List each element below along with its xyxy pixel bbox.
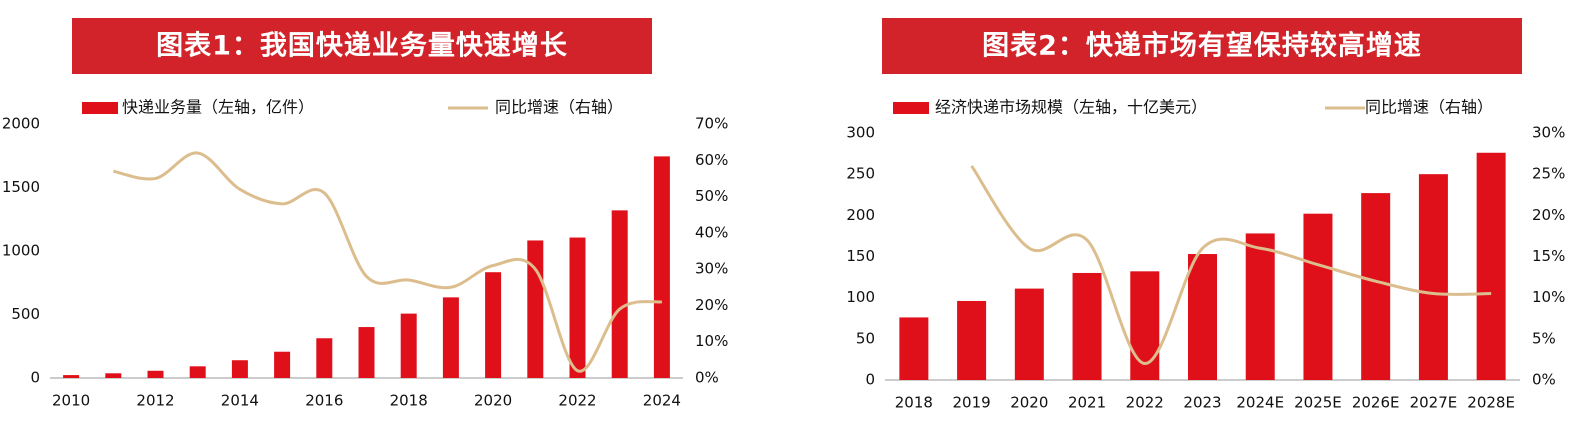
x-tick-label: 2024E (1236, 394, 1284, 412)
y-tick-label: 100 (846, 288, 875, 306)
y2-tick-label: 25% (1532, 165, 1565, 183)
y-tick-label: 0 (865, 371, 875, 389)
bar (1361, 193, 1391, 380)
y2-tick-label: 20% (695, 296, 728, 314)
y-tick-label: 150 (846, 247, 875, 265)
x-tick-label: 2020 (474, 392, 512, 410)
x-tick-label: 2010 (52, 392, 90, 410)
bar (1476, 152, 1506, 380)
y2-tick-label: 0% (1532, 371, 1556, 389)
x-tick-label: 2020 (1010, 394, 1048, 412)
bar (274, 351, 291, 378)
y2-tick-label: 30% (695, 260, 728, 278)
bar (1303, 213, 1333, 380)
y-tick-label: 1500 (2, 178, 40, 196)
title-banner (882, 18, 1522, 74)
y2-tick-label: 40% (695, 223, 728, 241)
line-series (970, 165, 1492, 366)
bar (105, 373, 122, 378)
bar (611, 210, 628, 378)
y-tick-label: 250 (846, 165, 875, 183)
x-tick-label: 2019 (952, 394, 990, 412)
x-tick-label: 2018 (390, 392, 428, 410)
x-tick-label: 2012 (136, 392, 174, 410)
x-tick-label: 2024 (643, 392, 681, 410)
legend-label: 经济快递市场规模（左轴，十亿美元） (935, 98, 1207, 117)
legend-swatch (82, 102, 118, 114)
legend-label: 同比增速（右轴） (495, 98, 623, 117)
y-tick-label: 500 (11, 305, 40, 323)
x-tick-label: 2026E (1352, 394, 1400, 412)
bar (569, 237, 586, 378)
y-tick-label: 2000 (2, 115, 40, 133)
bar (231, 360, 248, 378)
bar (653, 156, 670, 378)
x-tick-label: 2014 (221, 392, 259, 410)
chart-title: 图表1：我国快递业务量快速增长 (156, 30, 568, 62)
bar (442, 297, 459, 378)
y-tick-label: 300 (846, 124, 875, 142)
bar (358, 327, 375, 378)
y2-tick-label: 0% (695, 369, 719, 387)
x-tick-label: 2028E (1467, 394, 1515, 412)
bar (899, 317, 929, 380)
y-tick-label: 50 (856, 329, 875, 347)
y2-tick-label: 10% (695, 332, 728, 350)
bar (957, 300, 987, 380)
bar (485, 272, 502, 378)
bar (1418, 174, 1448, 380)
x-tick-label: 2023 (1183, 394, 1221, 412)
bar (189, 366, 206, 378)
legend-swatch (893, 102, 929, 114)
bar (147, 370, 164, 378)
y2-tick-label: 10% (1532, 288, 1565, 306)
chart-title: 图表2：快递市场有望保持较高增速 (982, 30, 1422, 62)
x-tick-label: 2022 (1126, 394, 1164, 412)
y2-tick-label: 5% (1532, 329, 1556, 347)
legend-label: 同比增速（右轴） (1365, 98, 1493, 117)
bar (1014, 288, 1044, 380)
x-tick-label: 2027E (1410, 394, 1458, 412)
y-tick-label: 0 (30, 369, 40, 387)
y2-tick-label: 60% (695, 151, 728, 169)
y2-tick-label: 50% (695, 187, 728, 205)
y2-tick-label: 15% (1532, 247, 1565, 265)
x-tick-label: 2025E (1294, 394, 1342, 412)
bar (1188, 254, 1217, 380)
y2-tick-label: 20% (1532, 206, 1565, 224)
x-tick-label: 2016 (305, 392, 343, 410)
bar (63, 375, 80, 378)
x-tick-label: 2021 (1068, 394, 1106, 412)
x-tick-label: 2022 (558, 392, 596, 410)
bar (400, 313, 417, 378)
bar (527, 240, 544, 378)
x-tick-label: 2018 (895, 394, 933, 412)
y2-tick-label: 30% (1532, 124, 1565, 142)
bar (1130, 271, 1160, 380)
y2-tick-label: 70% (695, 115, 728, 133)
bar (1072, 272, 1102, 380)
line-series (112, 151, 663, 373)
bar (316, 338, 333, 378)
bar (1245, 233, 1275, 380)
y-tick-label: 200 (846, 206, 875, 224)
title-banner (72, 18, 652, 74)
y-tick-label: 1000 (2, 242, 40, 260)
legend-label: 快递业务量（左轴，亿件） (122, 98, 314, 117)
